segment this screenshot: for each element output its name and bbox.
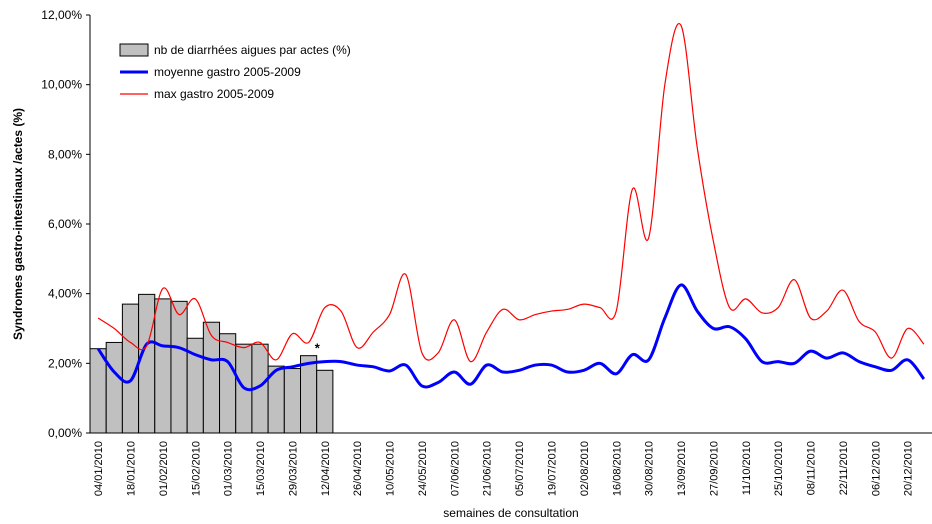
x-tick-label: 29/03/2010 bbox=[287, 441, 299, 496]
annotation: * bbox=[315, 340, 321, 355]
legend-label: nb de diarrhées aigues par actes (%) bbox=[154, 43, 351, 57]
x-tick-label: 13/09/2010 bbox=[676, 441, 688, 496]
x-tick-label: 15/02/2010 bbox=[190, 441, 202, 496]
x-tick-label: 20/12/2010 bbox=[903, 441, 915, 496]
x-tick-label: 26/04/2010 bbox=[352, 441, 364, 496]
x-tick-label: 05/07/2010 bbox=[514, 441, 526, 496]
x-tick-label: 10/05/2010 bbox=[385, 441, 397, 496]
bar bbox=[202, 321, 221, 434]
x-tick-label: 18/01/2010 bbox=[125, 441, 137, 496]
y-tick-label: 8,00% bbox=[48, 147, 82, 161]
x-tick-label: 16/08/2010 bbox=[611, 441, 623, 496]
bar bbox=[300, 355, 318, 434]
bar bbox=[105, 341, 123, 434]
x-tick-label: 04/01/2010 bbox=[93, 441, 105, 496]
x-tick-label: 24/05/2010 bbox=[417, 441, 429, 496]
bar bbox=[89, 348, 107, 434]
x-tick-label: 01/02/2010 bbox=[158, 441, 170, 496]
x-tick-label: 21/06/2010 bbox=[482, 441, 494, 496]
bar bbox=[283, 368, 301, 434]
y-tick-label: 0,00% bbox=[48, 426, 82, 440]
x-tick-label: 22/11/2010 bbox=[838, 441, 850, 495]
x-tick-label: 07/06/2010 bbox=[449, 441, 461, 496]
y-tick-label: 2,00% bbox=[48, 356, 82, 370]
line-series bbox=[97, 23, 925, 363]
y-tick-label: 6,00% bbox=[48, 217, 82, 231]
bar bbox=[170, 300, 188, 434]
y-axis-label: Syndromes gastro-intestinaux /actes (%) bbox=[11, 108, 25, 340]
legend-label: max gastro 2005-2009 bbox=[154, 87, 274, 101]
y-tick-label: 10,00% bbox=[41, 78, 82, 92]
legend-swatch bbox=[119, 43, 149, 57]
legend-label: moyenne gastro 2005-2009 bbox=[154, 65, 301, 79]
x-tick-label: 08/11/2010 bbox=[806, 441, 818, 495]
x-tick-label: 11/10/2010 bbox=[741, 441, 753, 495]
bar bbox=[138, 293, 156, 434]
line-series bbox=[96, 283, 926, 392]
x-tick-label: 25/10/2010 bbox=[773, 441, 785, 496]
x-tick-label: 12/04/2010 bbox=[320, 441, 332, 496]
x-tick-label: 01/03/2010 bbox=[223, 441, 235, 496]
bar bbox=[154, 298, 172, 434]
y-tick-label: 4,00% bbox=[48, 287, 82, 301]
x-tick-label: 19/07/2010 bbox=[546, 441, 558, 496]
x-tick-label: 30/08/2010 bbox=[644, 441, 656, 496]
x-tick-label: 02/08/2010 bbox=[579, 441, 591, 496]
x-tick-label: 06/12/2010 bbox=[870, 441, 882, 496]
x-tick-label: 27/09/2010 bbox=[708, 441, 720, 496]
bar bbox=[219, 333, 237, 434]
x-tick-label: 15/03/2010 bbox=[255, 441, 267, 496]
y-tick-label: 12,00% bbox=[41, 8, 82, 22]
bar bbox=[316, 369, 334, 434]
x-axis-label: semaines de consultation bbox=[443, 506, 578, 520]
